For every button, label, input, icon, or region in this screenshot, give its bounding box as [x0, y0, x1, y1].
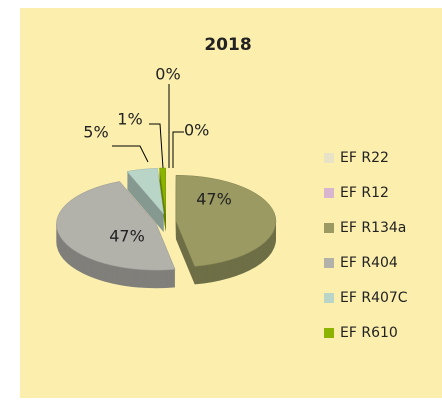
legend-swatch — [324, 258, 334, 268]
leader-line — [149, 123, 164, 169]
chart-title: 2018 — [204, 35, 251, 55]
leader-line — [172, 131, 184, 168]
slice — [56, 181, 176, 271]
data-label: 0% — [184, 121, 209, 140]
legend-label: EF R22 — [340, 150, 389, 166]
slice — [175, 174, 277, 267]
slice — [159, 167, 166, 215]
slice — [126, 168, 165, 215]
legend-label: EF R610 — [340, 325, 398, 341]
legend-swatch — [324, 293, 334, 303]
legend-swatch — [324, 328, 334, 338]
legend-label: EF R134a — [340, 220, 406, 236]
legend-swatch — [324, 153, 334, 163]
data-label: 0% — [155, 65, 180, 84]
leader-line — [112, 145, 149, 163]
legend-swatch — [324, 188, 334, 198]
data-label: 47% — [109, 227, 145, 246]
legend-swatch — [324, 223, 334, 233]
legend-label: EF R404 — [340, 255, 398, 271]
legend-label: EF R12 — [340, 185, 389, 201]
data-label: 5% — [83, 123, 108, 142]
data-label: 47% — [196, 190, 232, 209]
legend-label: EF R407C — [340, 290, 408, 306]
data-label: 1% — [117, 110, 142, 129]
